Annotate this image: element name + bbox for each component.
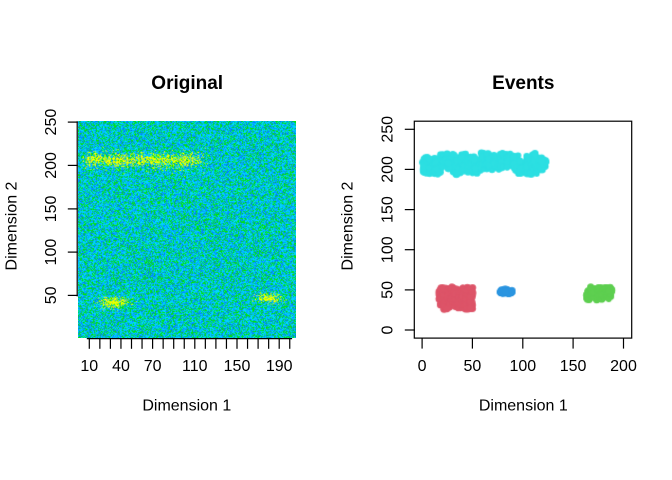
svg-text:200: 200 — [610, 358, 637, 375]
svg-text:Dimension 2: Dimension 2 — [4, 181, 21, 270]
svg-text:100: 100 — [509, 358, 536, 375]
svg-text:100: 100 — [43, 239, 60, 266]
svg-text:190: 190 — [266, 358, 293, 375]
svg-text:Dimension 1: Dimension 1 — [142, 398, 231, 415]
svg-text:70: 70 — [144, 358, 162, 375]
svg-text:150: 150 — [380, 196, 397, 223]
svg-text:Events: Events — [492, 73, 554, 94]
svg-text:250: 250 — [43, 109, 60, 136]
svg-text:Original: Original — [151, 73, 223, 94]
svg-text:Dimension 1: Dimension 1 — [479, 398, 568, 415]
svg-text:150: 150 — [224, 358, 251, 375]
svg-text:Dimension 2: Dimension 2 — [339, 181, 356, 270]
svg-text:200: 200 — [43, 152, 60, 179]
svg-text:150: 150 — [43, 195, 60, 222]
svg-text:10: 10 — [80, 358, 98, 375]
svg-text:200: 200 — [380, 156, 397, 183]
svg-text:50: 50 — [43, 286, 60, 304]
svg-text:250: 250 — [380, 116, 397, 143]
svg-text:150: 150 — [560, 358, 587, 375]
svg-text:50: 50 — [380, 281, 397, 299]
svg-text:0: 0 — [380, 325, 397, 334]
svg-text:100: 100 — [380, 236, 397, 263]
svg-text:50: 50 — [464, 358, 482, 375]
svg-text:0: 0 — [418, 358, 427, 375]
svg-text:40: 40 — [112, 358, 130, 375]
svg-text:110: 110 — [182, 358, 208, 375]
